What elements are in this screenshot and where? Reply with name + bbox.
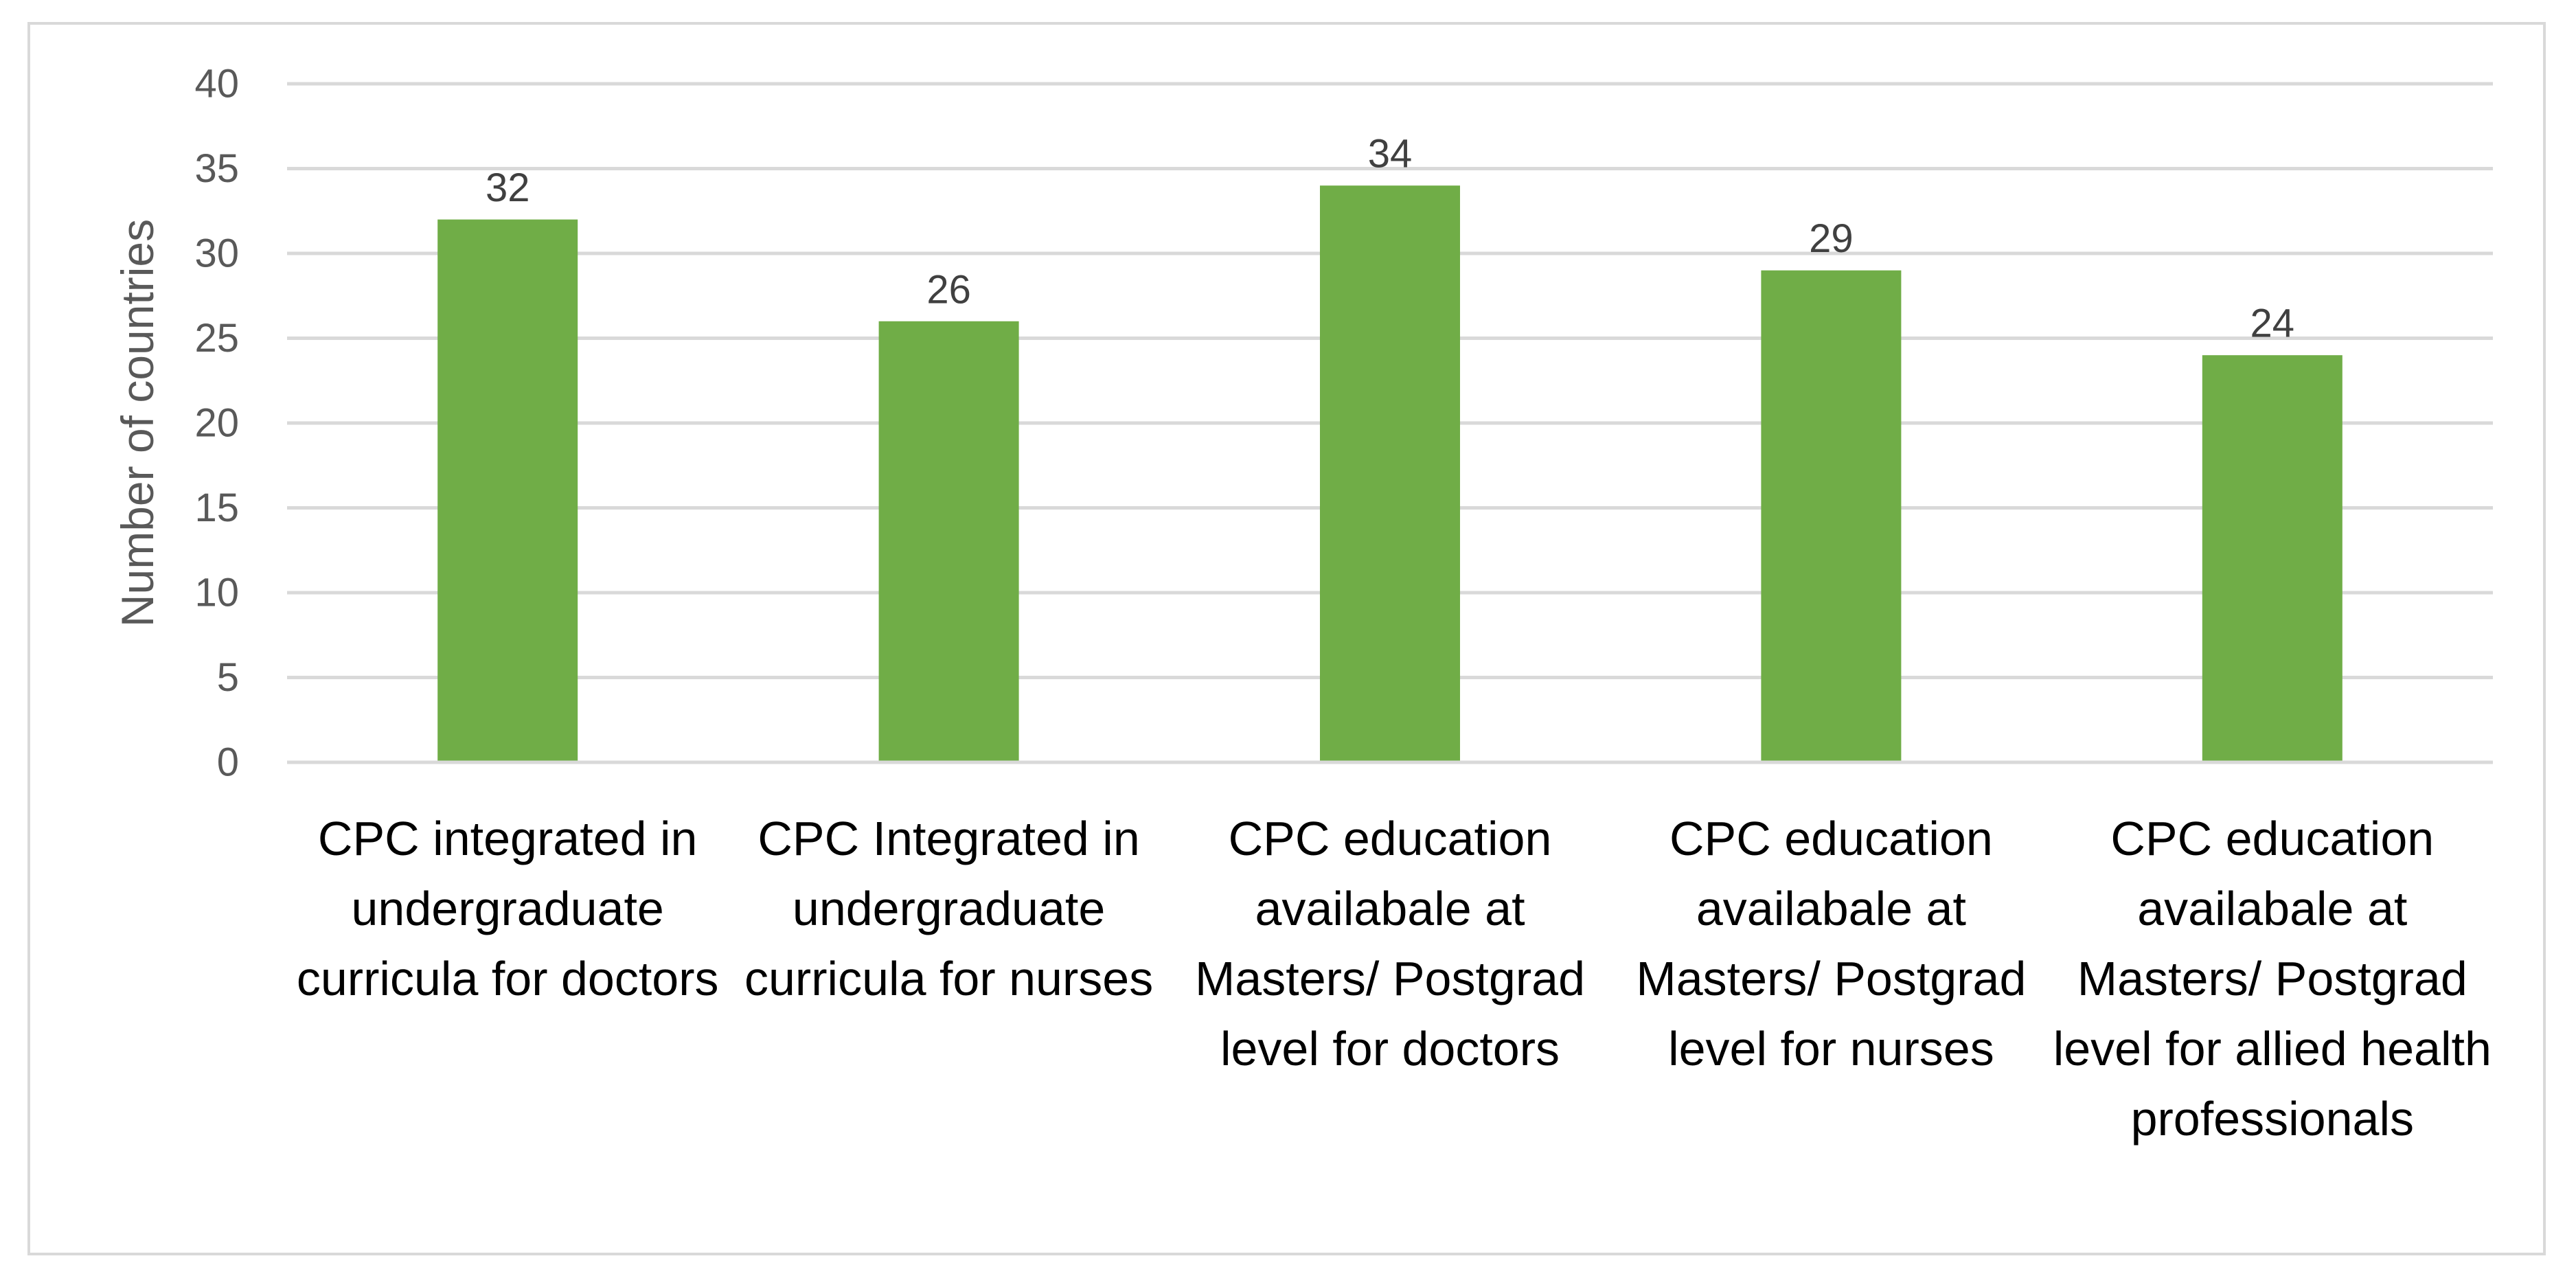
bar-5 [2202,355,2343,762]
bar-3 [1320,185,1460,762]
data-label-4: 29 [1809,216,1854,261]
category-label-4: CPC education availabale at Masters/ Pos… [1636,812,2027,1075]
y-tick-label: 10 [194,571,239,615]
bar-4 [1761,270,1902,762]
category-label-1: CPC integrated in undergraduate curricul… [296,812,719,1005]
bar-1 [437,219,578,763]
category-label-5: CPC education availabale at Masters/ Pos… [2053,812,2492,1146]
category-label-2: CPC Integrated in undergraduate curricul… [744,812,1154,1005]
y-axis-ticks: 0 5 10 15 20 25 30 35 40 [194,62,239,785]
bar-2 [878,321,1019,762]
y-tick-label: 35 [194,146,239,191]
y-tick-label: 0 [217,740,239,785]
y-tick-label: 20 [194,401,239,446]
data-label-5: 24 [2250,301,2295,346]
data-label-3: 34 [1368,132,1413,176]
y-tick-label: 25 [194,316,239,361]
data-label-2: 26 [926,267,971,312]
data-labels: 32 26 34 29 24 [486,132,2294,346]
y-tick-label: 40 [194,62,239,106]
bars [437,185,2343,763]
y-tick-label: 5 [217,655,239,700]
data-label-1: 32 [486,166,530,210]
y-tick-label: 30 [194,231,239,276]
y-tick-label: 15 [194,486,239,530]
category-label-3: CPC education availabale at Masters/ Pos… [1195,812,1585,1075]
y-axis-title: Number of countries [112,219,163,627]
